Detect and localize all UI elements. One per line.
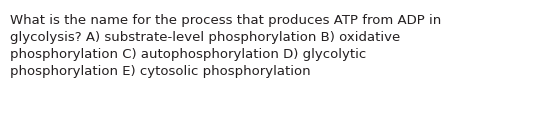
Text: What is the name for the process that produces ATP from ADP in: What is the name for the process that pr… xyxy=(10,14,441,27)
Text: glycolysis? A) substrate-level phosphorylation B) oxidative: glycolysis? A) substrate-level phosphory… xyxy=(10,31,400,44)
Text: phosphorylation C) autophosphorylation D) glycolytic: phosphorylation C) autophosphorylation D… xyxy=(10,48,366,61)
Text: phosphorylation E) cytosolic phosphorylation: phosphorylation E) cytosolic phosphoryla… xyxy=(10,65,311,78)
